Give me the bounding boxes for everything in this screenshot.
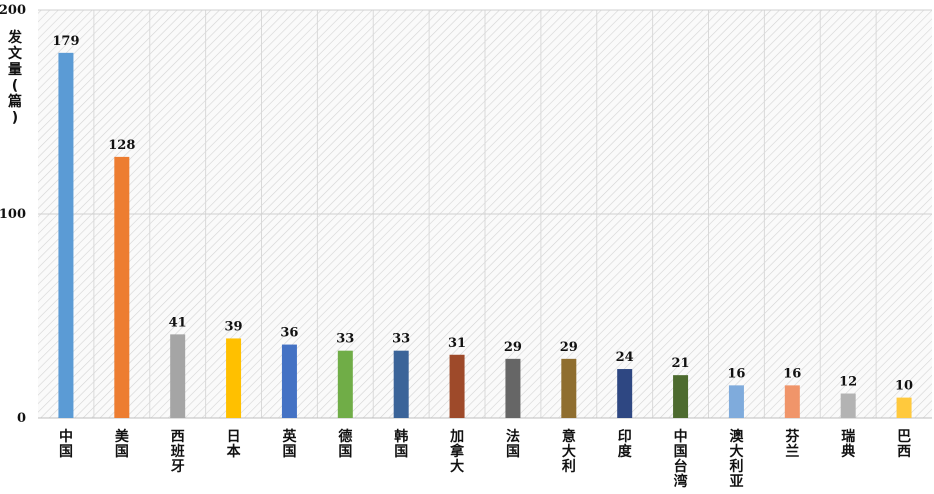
bar [337,350,353,418]
value-label: 41 [169,315,187,330]
x-tick-label: 印度 [618,428,633,460]
value-label: 36 [280,326,298,341]
bar [896,397,912,418]
bar [58,52,74,419]
x-tick-label: 加拿大 [449,429,465,475]
x-tick-label: 日本 [227,429,242,460]
bar [449,354,465,418]
bar [728,385,744,418]
value-label: 33 [336,332,354,347]
bar [170,334,186,418]
x-tick-label: 中国台湾 [674,428,688,490]
x-tick-label: 英国 [281,428,297,460]
x-tick-label: 澳大利亚 [729,428,744,490]
bar [281,344,297,418]
value-label: 31 [448,336,466,351]
value-label: 24 [616,350,634,365]
x-tick-label: 巴西 [897,429,911,460]
value-label: 10 [895,379,913,394]
bar [505,358,521,418]
value-label: 128 [108,138,135,153]
y-tick-label: 100 [0,207,26,222]
bar [561,358,577,418]
x-tick-label: 瑞典 [841,428,855,460]
bar [617,369,633,418]
value-label: 33 [392,332,410,347]
value-label: 12 [839,375,857,390]
x-tick-label: 意大利 [562,428,576,475]
value-label: 29 [504,340,522,355]
bar [393,350,409,418]
value-label: 179 [52,34,79,49]
x-tick-label: 中国 [59,428,73,460]
y-tick-label: 0 [17,411,26,426]
bar [226,338,242,418]
x-tick-label: 西班牙 [171,429,185,475]
value-label: 16 [783,366,801,381]
value-label: 16 [727,366,745,381]
bar [784,385,800,418]
value-label: 21 [672,356,690,371]
x-tick-label: 芬兰 [784,428,800,460]
value-label: 39 [225,319,243,334]
bar [840,393,856,418]
y-tick-label: 200 [0,3,26,18]
x-tick-label: 韩国 [394,428,408,460]
value-label: 29 [560,340,578,355]
y-axis-label: 发文量(篇) [7,29,23,126]
x-tick-label: 法国 [506,428,520,460]
x-tick-label: 美国 [115,428,130,460]
x-tick-label: 德国 [338,428,352,460]
bar [114,156,130,418]
bar [673,375,689,418]
